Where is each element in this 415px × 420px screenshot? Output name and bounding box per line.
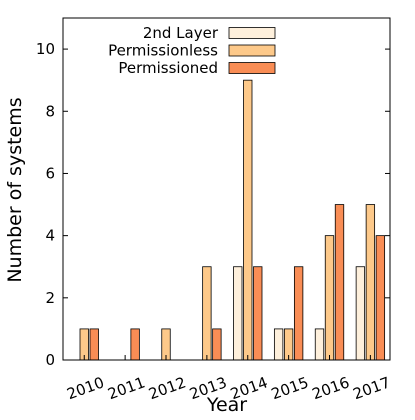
y-tick-label: 4 bbox=[45, 227, 55, 245]
bar-2017-2nd-layer bbox=[355, 266, 366, 361]
x-tick-label-2015: 2015 bbox=[269, 373, 311, 403]
bar-2014-permissioned bbox=[253, 266, 263, 361]
y-tick-label: 10 bbox=[36, 40, 55, 58]
bar-2014-2nd-layer bbox=[233, 266, 243, 361]
x-tick-label-2011: 2011 bbox=[105, 373, 147, 403]
x-axis-title: Year bbox=[206, 394, 247, 415]
bar-2015-permissioned bbox=[293, 266, 304, 361]
legend-label-2nd-layer: 2nd Layer bbox=[143, 24, 219, 42]
bar-2017-permissioned bbox=[375, 235, 386, 361]
x-tick-label-2012: 2012 bbox=[146, 373, 188, 403]
legend-label-permissionless: Permissionless bbox=[108, 42, 218, 60]
bar-2013-permissionless bbox=[202, 266, 212, 361]
plot-frame bbox=[62, 17, 391, 361]
x-tick-label-2010: 2010 bbox=[65, 373, 107, 403]
y-axis-title: Number of systems bbox=[4, 97, 26, 282]
y-tick-label: 2 bbox=[45, 289, 55, 307]
y-tick-label: 8 bbox=[45, 102, 55, 120]
legend-swatch-permissionless bbox=[228, 44, 276, 57]
y-tick-label: 0 bbox=[45, 351, 55, 369]
legend-label-permissioned: Permissioned bbox=[118, 59, 218, 77]
bar-2014-permissionless bbox=[243, 79, 253, 361]
legend-swatch-2nd-layer bbox=[228, 27, 276, 39]
bar-2016-2nd-layer bbox=[314, 328, 325, 361]
bar-2010-permissioned bbox=[89, 328, 99, 361]
bar-2016-permissioned bbox=[334, 204, 345, 361]
bar-2011-permissioned bbox=[130, 328, 140, 361]
legend-swatch-permissioned bbox=[228, 62, 276, 74]
bar-2013-permissioned bbox=[212, 328, 222, 361]
bar-2015-2nd-layer bbox=[273, 328, 284, 361]
x-tick-label-2017: 2017 bbox=[351, 373, 393, 403]
y-tick-label: 6 bbox=[45, 164, 55, 182]
bars-layer bbox=[79, 79, 386, 361]
bar-2017-permissionless bbox=[365, 204, 376, 361]
bar-2016-permissionless bbox=[324, 235, 335, 361]
x-tick-label-2016: 2016 bbox=[310, 373, 352, 403]
